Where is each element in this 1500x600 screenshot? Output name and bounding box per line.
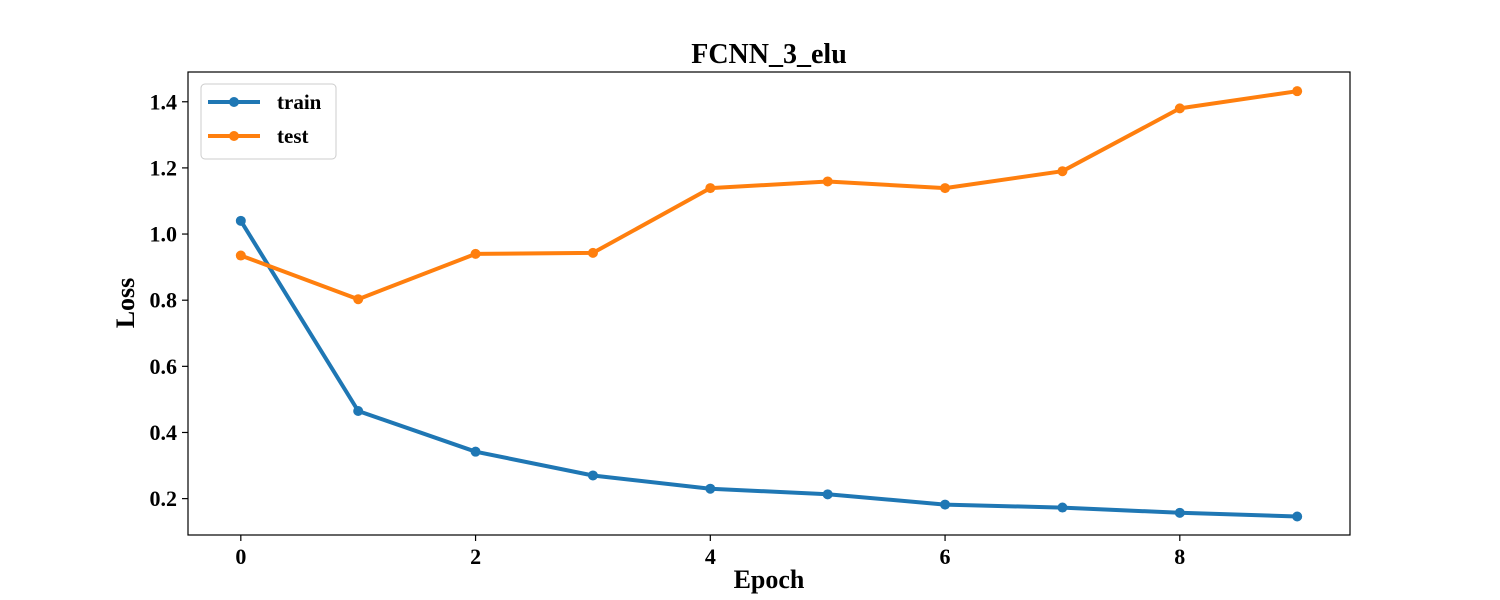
series-point-test [235, 250, 246, 261]
series-point-train [822, 489, 833, 500]
x-tick-label: 6 [940, 544, 951, 569]
series-point-train [940, 499, 951, 510]
series-point-train [1057, 502, 1068, 513]
series-point-test [940, 183, 951, 194]
y-axis-ticks: 0.2 0.4 0.6 0.8 1.0 1.2 1.4 [150, 89, 188, 511]
y-tick-label: 0.2 [150, 486, 178, 511]
legend-marker-test [229, 131, 239, 141]
x-axis-ticks: 0 2 4 6 8 [235, 535, 1185, 569]
y-tick-label: 1.4 [150, 89, 178, 114]
series-point-train [353, 405, 364, 416]
series-point-train [587, 470, 598, 481]
legend-label-train: train [277, 90, 322, 114]
y-tick-label: 1.2 [150, 155, 178, 180]
legend-label-test: test [277, 124, 308, 148]
series-point-train [470, 446, 481, 457]
legend-marker-train [229, 97, 239, 107]
series-point-train [235, 215, 246, 226]
series-point-train [705, 483, 716, 494]
x-tick-label: 2 [470, 544, 481, 569]
series-point-test [353, 294, 364, 305]
series-point-train [1174, 507, 1185, 518]
y-tick-label: 0.8 [150, 288, 178, 313]
series-point-test [1174, 103, 1185, 114]
y-tick-label: 1.0 [150, 222, 178, 247]
y-axis-label: Loss [111, 278, 140, 329]
x-tick-label: 4 [705, 544, 716, 569]
x-tick-label: 0 [235, 544, 246, 569]
series-point-test [822, 176, 833, 187]
y-tick-label: 0.4 [150, 420, 178, 445]
series-point-train [1292, 511, 1303, 522]
legend: train test [200, 83, 337, 160]
y-tick-label: 0.6 [150, 354, 178, 379]
x-tick-label: 8 [1174, 544, 1185, 569]
series-point-test [1057, 166, 1068, 177]
series-point-test [470, 248, 481, 259]
series-point-test [587, 247, 598, 258]
series-line-test [238, 89, 1300, 302]
series-line-train [238, 218, 1300, 519]
chart-title: FCNN_3_elu [691, 39, 847, 70]
series-point-test [1292, 86, 1303, 97]
series-layer [235, 86, 1303, 522]
x-axis-label: Epoch [734, 565, 805, 594]
plot-frame [187, 71, 1351, 536]
series-point-test [705, 183, 716, 194]
plot-area [187, 71, 1351, 536]
